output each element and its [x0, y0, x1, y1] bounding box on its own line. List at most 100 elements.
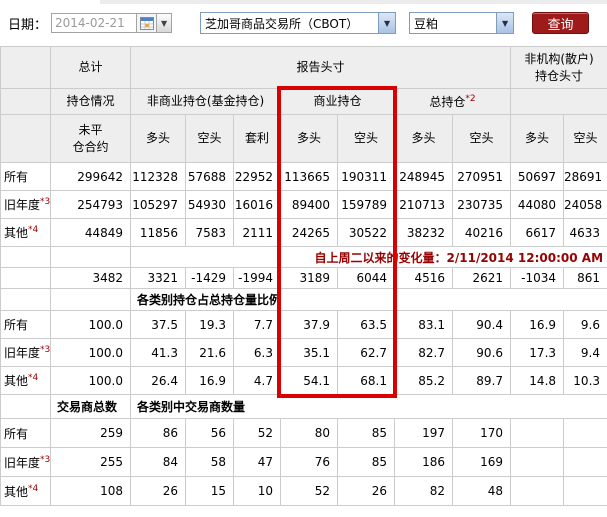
cell: 2111 — [233, 218, 281, 247]
cell — [563, 476, 607, 506]
cell: 230735 — [451, 190, 512, 219]
change-note: 自上周二以来的变化量：2/11/2014 12:00:00 AM — [279, 246, 607, 268]
cell: 89400 — [280, 190, 338, 219]
cell — [510, 447, 565, 477]
row-label — [0, 246, 51, 268]
cell: 861 — [563, 267, 607, 289]
col-commercial-long: 多头 — [280, 114, 338, 163]
date-input[interactable] — [51, 13, 138, 33]
cell: 112328 — [130, 162, 186, 191]
cell: 3321 — [130, 267, 186, 289]
cell: 50697 — [510, 162, 565, 191]
col-noncommercial-long: 多头 — [130, 114, 186, 163]
date-label: 日期： — [8, 17, 48, 33]
cell: 16.9 — [185, 366, 234, 395]
header-line: 持仓头寸 — [535, 68, 584, 83]
table-row: 3482 3321 -1429 -1994 3189 6044 4516 2621 -1034 8… — [0, 267, 607, 289]
col-noncommercial: 非商业持仓(基金持仓) — [130, 88, 281, 115]
cell: 6617 — [510, 218, 565, 247]
cell: 52 — [233, 418, 281, 448]
exchange-select[interactable]: 芝加哥商品交易所（CBOT） ▼ — [200, 12, 397, 34]
cell: 170 — [451, 418, 512, 448]
cell: 248945 — [394, 162, 453, 191]
cell: 85 — [337, 418, 395, 448]
cell: 38232 — [394, 218, 453, 247]
col-group-nonreportable: 非机构(散户) 持仓头寸 — [510, 46, 607, 89]
section-title-traders-count: 各类别中交易商数量 — [129, 394, 607, 419]
cell: 16016 — [233, 190, 281, 219]
cell: 63.5 — [337, 310, 395, 339]
cell: 299642 — [50, 162, 131, 191]
footnote-marker: *2 — [465, 93, 476, 104]
cell: 255 — [50, 447, 131, 477]
cell: 22952 — [233, 162, 281, 191]
cell: -1429 — [185, 267, 234, 289]
col-group-total: 总计 — [50, 46, 131, 89]
cell: 40216 — [451, 218, 512, 247]
cell: 10.3 — [563, 366, 607, 395]
cell — [563, 418, 607, 448]
table-row: 其他*4 44849 11856 7583 2111 24265 30522 38232 402… — [0, 218, 607, 247]
cell: 56 — [185, 418, 234, 448]
row-label — [0, 394, 51, 419]
cell: 68.1 — [337, 366, 395, 395]
table-row: 所有 100.0 37.5 19.3 7.7 37.9 63.5 83.1 90.4 16.9 9.… — [0, 310, 607, 339]
row-label: 旧年度*3 — [0, 190, 51, 219]
table-row: 所有 259 86 56 52 80 85 197 170 — [0, 418, 607, 448]
footnote-marker: *3 — [40, 197, 51, 207]
row-label: 其他*4 — [0, 366, 51, 395]
col-total-long: 多头 — [394, 114, 453, 163]
cell: 41.3 — [130, 338, 186, 367]
cell: 24265 — [280, 218, 338, 247]
date-picker: ▼ — [51, 13, 173, 33]
header-row-categories: 持仓情况 非商业持仓(基金持仓) 商业持仓 总持仓*2 — [0, 88, 607, 115]
cell: -1994 — [233, 267, 281, 289]
col-total-positions: 总持仓*2 — [393, 88, 512, 115]
row-label: 所有 — [0, 418, 51, 448]
cell: 3189 — [280, 267, 338, 289]
cell: 159789 — [337, 190, 395, 219]
cell: -1034 — [510, 267, 565, 289]
top-edge-strip — [100, 0, 607, 4]
cell: 52 — [280, 476, 338, 506]
calendar-icon-button[interactable] — [137, 13, 158, 33]
table-row: 所有 299642 112328 57688 22952 113665 190311 2489… — [0, 162, 607, 191]
cell: 100.0 — [50, 310, 131, 339]
table-row: 旧年度*3 255 84 58 47 76 85 186 169 — [0, 447, 607, 477]
cell: 28691 — [563, 162, 607, 191]
cell: 26 — [130, 476, 186, 506]
cell: 62.7 — [337, 338, 395, 367]
cell: 84 — [130, 447, 186, 477]
cell: 26 — [337, 476, 395, 506]
col-commercial-short: 空头 — [337, 114, 395, 163]
cell: 54930 — [185, 190, 234, 219]
row-label: 所有 — [0, 162, 51, 191]
row-label: 其他*4 — [0, 476, 51, 506]
table-row: 旧年度*3 100.0 41.3 21.6 6.3 35.1 62.7 82.7 90.6 17.… — [0, 338, 607, 367]
cell: 4.7 — [233, 366, 281, 395]
header-line: 非机构(散户) — [524, 52, 594, 67]
footnote-marker: *4 — [28, 373, 39, 383]
cell: 190311 — [337, 162, 395, 191]
cell: 30522 — [337, 218, 395, 247]
cell: 15 — [185, 476, 234, 506]
cot-report-table: 总计 报告头寸 非机构(散户) 持仓头寸 持仓情况 非商业持仓(基金持仓) 商业… — [0, 46, 607, 506]
col-nonreportable-short: 空头 — [563, 114, 607, 163]
cell: 259 — [50, 418, 131, 448]
query-toolbar: 日期： ▼ 芝加哥商品交易所（CBOT） ▼ 豆粕 ▼ 查询 — [0, 0, 607, 46]
cell: 85 — [337, 447, 395, 477]
footnote-marker: *3 — [40, 454, 51, 465]
cell: 58 — [185, 447, 234, 477]
query-button[interactable]: 查询 — [532, 12, 590, 34]
cell — [50, 288, 131, 311]
cell: 19.3 — [185, 310, 234, 339]
table-body: 所有 299642 112328 57688 22952 113665 190311 2489… — [0, 162, 607, 506]
cell: 14.8 — [510, 366, 565, 395]
cell — [50, 246, 131, 268]
product-select[interactable]: 豆粕 ▼ — [409, 12, 515, 34]
cell: 85.2 — [394, 366, 453, 395]
date-dropdown-caret[interactable]: ▼ — [157, 13, 173, 33]
row-label — [0, 267, 51, 289]
cell: 186 — [394, 447, 453, 477]
cell: 76 — [280, 447, 338, 477]
